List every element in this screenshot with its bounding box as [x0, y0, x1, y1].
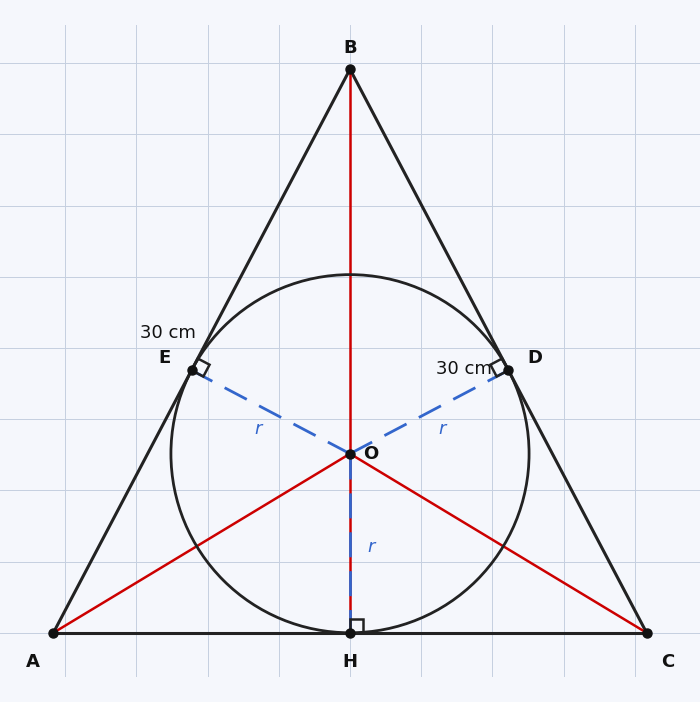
Text: D: D [528, 350, 542, 367]
Text: O: O [363, 444, 379, 463]
Text: r: r [254, 420, 262, 438]
Text: H: H [342, 654, 358, 671]
Text: 30 cm: 30 cm [139, 324, 195, 342]
Text: r: r [438, 420, 446, 438]
Text: 30 cm: 30 cm [436, 360, 492, 378]
Text: A: A [26, 654, 40, 671]
Text: E: E [159, 350, 171, 367]
Text: C: C [661, 654, 674, 671]
Text: B: B [343, 39, 357, 58]
Text: r: r [367, 538, 374, 556]
